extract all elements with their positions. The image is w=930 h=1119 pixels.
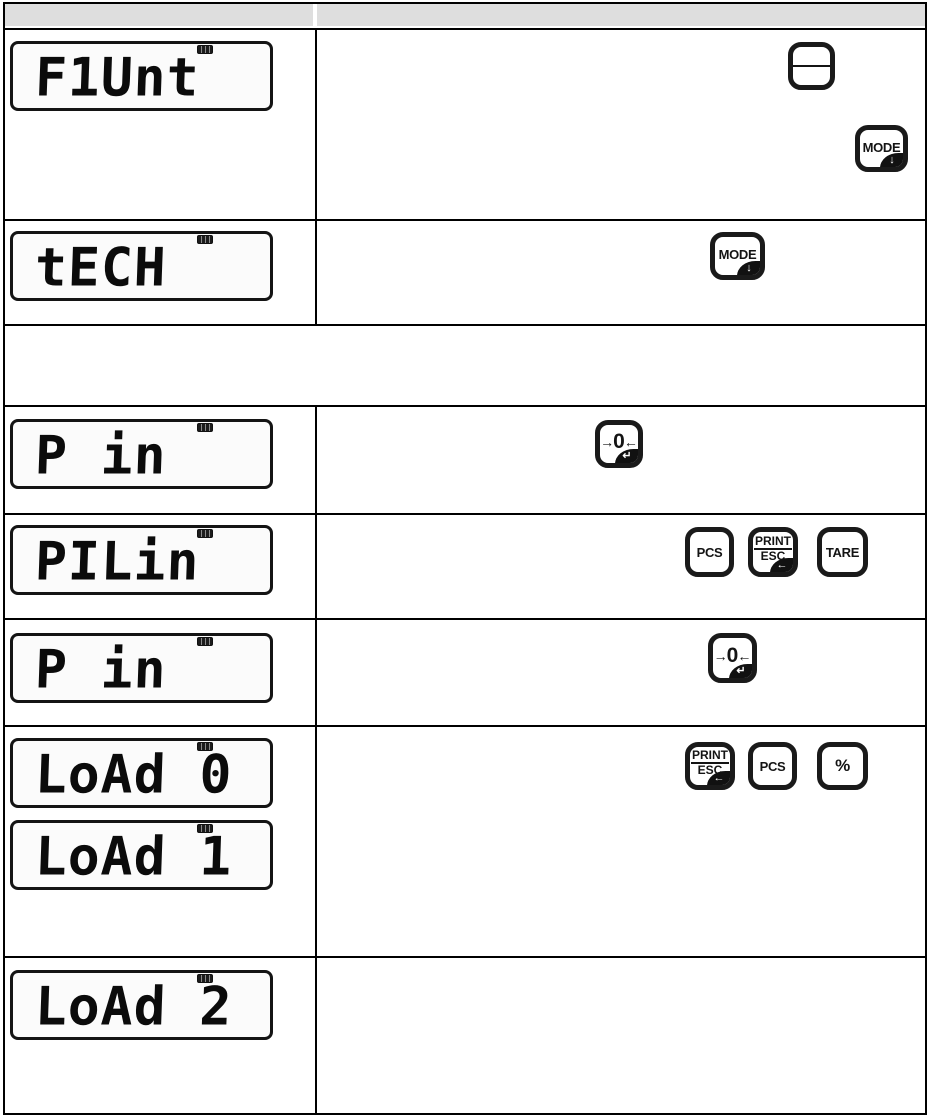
pcs-key-icon: PCS (748, 742, 797, 790)
blank-key-line (793, 64, 830, 67)
settings-table: F1Unt MODE ↓ tECH MODE ↓ (3, 2, 927, 1115)
print-esc-key-icon: PRINT ESC ← (685, 742, 735, 790)
lcd-text: F1Unt (33, 47, 201, 109)
zero-key-icon: → 0 ← ↵ (595, 420, 643, 468)
lcd-display: LoAd 1 (10, 820, 273, 890)
battery-icon (197, 45, 213, 54)
down-arrow-icon: ↓ (737, 261, 760, 275)
percent-key-icon: % (817, 742, 868, 790)
back-arrow-icon: ← (770, 558, 793, 572)
arrow-right-icon: → (713, 647, 728, 664)
lcd-display: F1Unt (10, 41, 273, 111)
arrow-left-icon: ← (737, 647, 752, 664)
mode-key-icon: MODE ↓ (710, 232, 765, 280)
down-arrow-icon: ↓ (880, 153, 903, 167)
column-divider (315, 727, 317, 956)
zero-key-label: → 0 ← (713, 644, 752, 667)
print-esc-key-icon: PRINT ESC ← (748, 527, 798, 577)
header-cell-keys (317, 4, 925, 26)
arrow-right-icon: → (600, 433, 615, 450)
column-divider (315, 620, 317, 725)
enter-arrow-icon: ↵ (729, 664, 752, 678)
zero-key-icon: → 0 ← ↵ (708, 633, 757, 683)
blank-key-icon (788, 42, 835, 90)
mode-key-label: MODE (862, 139, 901, 155)
lcd-display: P in (10, 633, 273, 703)
column-divider (315, 407, 317, 513)
table-row-f1unt: F1Unt MODE ↓ (5, 30, 925, 221)
lcd-display: LoAd 0 (10, 738, 273, 808)
table-row-pin-2: P in → 0 ← ↵ (5, 620, 925, 727)
lcd-display: P in (10, 419, 273, 489)
zero-key-label: → 0 ← (600, 430, 638, 453)
battery-icon (197, 974, 213, 983)
table-row-load-2: LoAd 2 (5, 958, 925, 1113)
header-cell-display (5, 4, 313, 26)
battery-icon (197, 423, 213, 432)
table-row-pilin: PILin PCS PRINT ESC ← TARE (5, 515, 925, 620)
lcd-text: LoAd 0 (33, 744, 234, 806)
column-divider (315, 958, 317, 1113)
table-row-spacer (5, 326, 925, 407)
column-divider (315, 221, 317, 324)
pcs-key-label: PCS (759, 758, 786, 774)
lcd-text: PILin (33, 531, 201, 593)
tare-key-icon: TARE (817, 527, 868, 577)
pcs-key-icon: PCS (685, 527, 734, 577)
battery-icon (197, 824, 213, 833)
table-row-tech: tECH MODE ↓ (5, 221, 925, 326)
battery-icon (197, 637, 213, 646)
enter-arrow-icon: ↵ (615, 449, 638, 463)
battery-icon (197, 529, 213, 538)
mode-key-label: MODE (718, 247, 757, 262)
arrow-left-icon: ← (623, 433, 638, 450)
lcd-text: P in (33, 639, 168, 701)
lcd-text: LoAd 1 (33, 826, 234, 888)
back-arrow-icon: ← (707, 771, 730, 785)
pcs-key-label: PCS (696, 544, 723, 560)
lcd-display: tECH (10, 231, 273, 301)
lcd-text: P in (33, 425, 168, 487)
table-header-row (5, 4, 925, 30)
table-row-load-0-1: LoAd 0 LoAd 1 PRINT ESC ← PCS % (5, 727, 925, 958)
tare-key-label: TARE (825, 544, 860, 560)
percent-key-label: % (835, 756, 850, 775)
table-row-pin-1: P in → 0 ← ↵ (5, 407, 925, 515)
column-divider (315, 30, 317, 219)
mode-key-icon: MODE ↓ (855, 125, 908, 172)
lcd-display: LoAd 2 (10, 970, 273, 1040)
lcd-display: PILin (10, 525, 273, 595)
battery-icon (197, 235, 213, 244)
battery-icon (197, 742, 213, 751)
column-divider (315, 515, 317, 618)
lcd-text: LoAd 2 (33, 976, 234, 1038)
lcd-text: tECH (33, 237, 168, 299)
